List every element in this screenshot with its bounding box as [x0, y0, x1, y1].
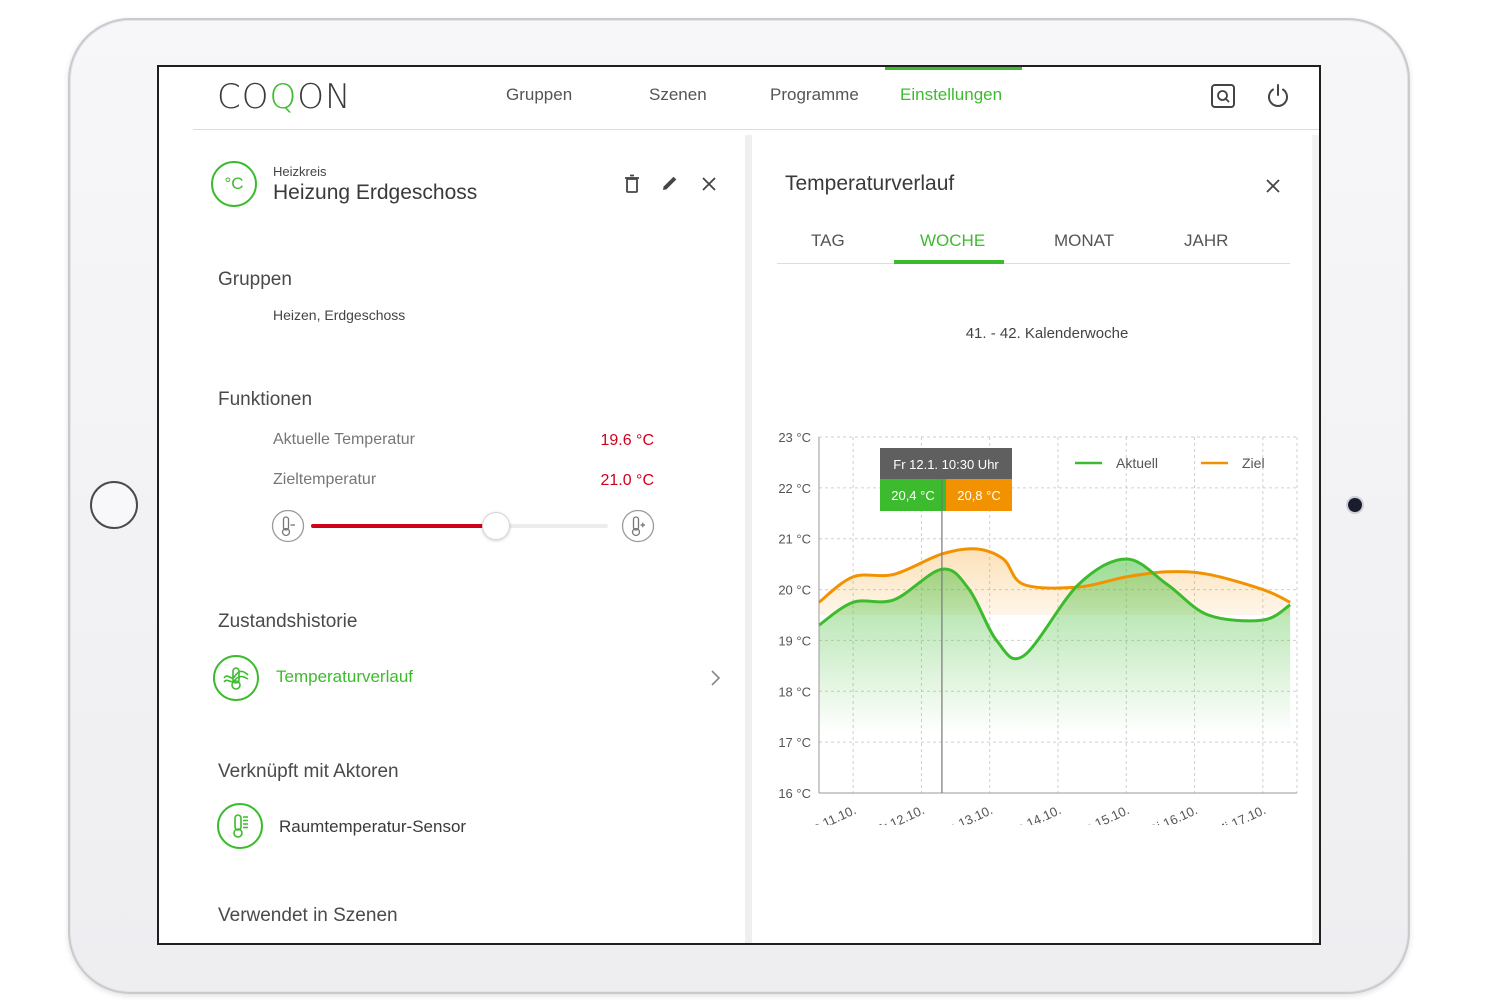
tab-monat[interactable]: MONAT — [1054, 231, 1115, 250]
x-tick-label: Sa 13.10. — [938, 802, 995, 825]
actor-item-label[interactable]: Raumtemperatur-Sensor — [279, 817, 467, 836]
nav-programme[interactable]: Programme — [770, 85, 859, 104]
camera-lens — [1348, 498, 1362, 512]
nav-szenen[interactable]: Szenen — [649, 85, 707, 104]
edit-icon[interactable] — [660, 173, 680, 193]
detail-title: Heizung Erdgeschoss — [273, 181, 478, 204]
detail-category: Heizkreis — [273, 164, 327, 179]
tab-woche[interactable]: WOCHE — [920, 231, 986, 250]
tooltip-actual-box — [880, 479, 946, 511]
search-box-icon[interactable] — [1209, 82, 1237, 110]
slider-handle[interactable] — [482, 512, 511, 540]
x-tick-label: Mi 17.10. — [1213, 802, 1268, 825]
target-temp-slider[interactable] — [311, 512, 608, 540]
tabs-divider — [777, 263, 1290, 264]
tooltip-title: Fr 12.1. 10:30 Uhr — [893, 457, 999, 472]
power-icon[interactable] — [1264, 82, 1292, 110]
tooltip-actual-value: 20,4 °C — [891, 488, 935, 503]
actors-heading: Verknüpft mit Aktoren — [218, 761, 399, 782]
nav-einstellungen[interactable]: Einstellungen — [900, 85, 1003, 104]
tab-tag[interactable]: TAG — [811, 231, 845, 250]
target-temp-label: Zieltemperatur — [273, 471, 377, 488]
target-temp-value: 21.0 °C — [600, 472, 654, 489]
history-list-item[interactable]: Temperaturverlauf — [193, 645, 745, 705]
x-tick-label: Mo 15.10. — [1073, 802, 1132, 825]
y-tick-label: 16 °C — [778, 786, 811, 801]
tab-active-indicator — [894, 260, 1004, 264]
nav-gruppen[interactable]: Gruppen — [506, 85, 573, 104]
scenes-heading: Verwendet in Szenen — [218, 905, 398, 926]
groups-heading: Gruppen — [218, 269, 292, 290]
thermometer-sensor-icon — [217, 803, 263, 849]
series-actual-line — [818, 557, 1292, 661]
y-tick-label: 18 °C — [778, 684, 811, 699]
chart-tooltip: Fr 12.1. 10:30 Uhr 20,4 °C 20,8 °C — [880, 448, 1012, 511]
history-close-icon[interactable] — [1264, 177, 1282, 195]
tab-jahr[interactable]: JAHR — [1184, 231, 1229, 250]
y-tick-label: 23 °C — [778, 430, 811, 445]
home-button[interactable] — [90, 481, 138, 529]
history-item-label: Temperaturverlauf — [276, 667, 414, 686]
functions-heading: Funktionen — [218, 389, 313, 410]
top-bar: COQON Gruppen Szenen Programme Einstellu… — [159, 67, 1319, 129]
chart-subtitle: 41. - 42. Kalenderwoche — [965, 325, 1129, 342]
y-tick-label: 19 °C — [778, 633, 811, 648]
x-tick-label: So 14.10. — [1006, 802, 1063, 825]
temp-decrease-button[interactable] — [271, 509, 305, 543]
x-tick-label: Di 16.10. — [1146, 802, 1200, 825]
y-tick-label: 20 °C — [778, 583, 811, 598]
tooltip-header — [880, 448, 1012, 479]
series-actual-area — [819, 559, 1291, 733]
legend-actual-label: Aktuell — [1116, 455, 1158, 471]
current-temp-value: 19.6 °C — [600, 432, 654, 449]
panel-separator — [745, 135, 752, 943]
app-screen: COQON Gruppen Szenen Programme Einstellu… — [157, 65, 1321, 945]
close-icon[interactable] — [700, 175, 718, 193]
y-tick-label: 17 °C — [778, 735, 811, 750]
series-target-line — [818, 547, 1291, 604]
temp-increase-button[interactable] — [621, 509, 655, 543]
temperature-chart: 16 °C 17 °C 18 °C 19 °C 20 °C 21 °C 22 °C 23 °C… — [778, 430, 1298, 825]
top-bar-divider — [193, 129, 1319, 130]
history-heading: Zustandshistorie — [218, 611, 358, 632]
nav-active-indicator — [885, 67, 1022, 70]
right-edge-shadow — [1312, 135, 1319, 943]
detail-panel: °C Heizkreis Heizung Erdgeschoss Gruppen… — [193, 135, 745, 943]
groups-value: Heizen, Erdgeschoss — [273, 307, 406, 323]
coqon-logo: COQON — [217, 77, 352, 117]
legend-target-label: Ziel — [1242, 455, 1265, 471]
history-panel-title: Temperaturverlauf — [785, 172, 955, 195]
tooltip-target-box — [946, 479, 1012, 511]
y-tick-label: 22 °C — [778, 481, 811, 496]
y-tick-label: 21 °C — [778, 532, 811, 547]
x-tick-label: Do 11.10. — [802, 802, 859, 825]
chart-legend: Aktuell Ziel — [1075, 455, 1265, 471]
celsius-icon: °C — [211, 161, 257, 207]
tooltip-target-value: 20,8 °C — [957, 488, 1001, 503]
temperature-curve-icon — [213, 655, 259, 701]
slider-fill — [311, 524, 496, 528]
x-tick-label: Fr 12.10. — [873, 802, 926, 825]
trash-icon[interactable] — [622, 173, 642, 195]
current-temp-label: Aktuelle Temperatur — [273, 431, 415, 448]
history-panel: Temperaturverlauf TAG WOCHE MONAT JAHR 4… — [752, 135, 1312, 943]
chevron-right-icon — [711, 670, 721, 686]
